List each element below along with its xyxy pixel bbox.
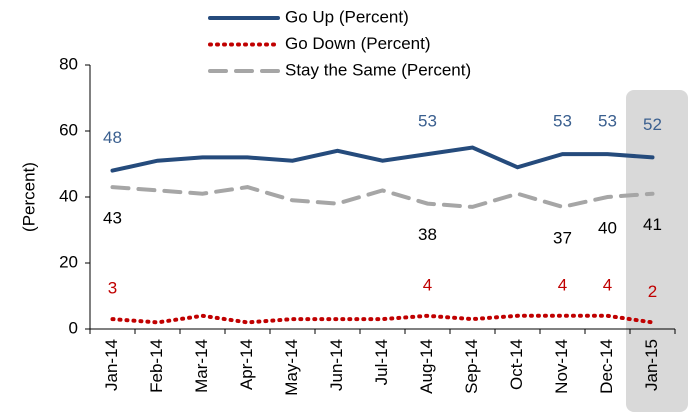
y-tick-label: 40 <box>59 186 78 205</box>
series-line <box>110 185 655 209</box>
y-tick-label: 80 <box>59 54 78 73</box>
legend-label: Go Down (Percent) <box>285 34 431 53</box>
data-label: 38 <box>418 225 437 244</box>
data-label: 53 <box>598 112 617 131</box>
data-label: 48 <box>103 128 122 147</box>
highlight <box>626 90 688 412</box>
data-label: 4 <box>558 275 567 294</box>
data-label: 52 <box>643 115 662 134</box>
x-tick-label: Nov-14 <box>552 339 571 394</box>
x-tick-label: Dec-14 <box>597 339 616 394</box>
data-label: 41 <box>643 215 662 234</box>
y-axis-label: (Percent) <box>19 162 38 232</box>
x-tick-label: Apr-14 <box>237 339 256 390</box>
data-label: 4 <box>603 275 612 294</box>
x-tick-label: Jun-14 <box>327 339 346 391</box>
series-line <box>110 313 655 325</box>
x-tick-label: Oct-14 <box>507 339 526 390</box>
data-label: 40 <box>598 218 617 237</box>
x-tick-label: Jul-14 <box>372 339 391 385</box>
x-tick-label: Sep-14 <box>462 339 481 394</box>
x-tick-label: Aug-14 <box>417 339 436 394</box>
data-label: 53 <box>418 112 437 131</box>
x-tick-label: Feb-14 <box>147 339 166 393</box>
data-label: 3 <box>108 279 117 298</box>
x-tick-label: May-14 <box>282 339 301 396</box>
data-label: 37 <box>553 228 572 247</box>
data-label: 43 <box>103 209 122 228</box>
data-label: 53 <box>553 112 572 131</box>
series-line <box>110 145 655 173</box>
x-tick-label: Mar-14 <box>192 339 211 393</box>
y-tick-label: 20 <box>59 252 78 271</box>
y-tick-label: 60 <box>59 120 78 139</box>
x-tick-label: Jan-15 <box>642 339 661 391</box>
legend-label: Go Up (Percent) <box>285 7 409 26</box>
legend-label: Stay the Same (Percent) <box>285 60 471 79</box>
y-tick-label: 0 <box>69 318 78 337</box>
x-tick-label: Jan-14 <box>102 339 121 391</box>
data-label: 2 <box>648 282 657 301</box>
data-label: 4 <box>423 275 432 294</box>
